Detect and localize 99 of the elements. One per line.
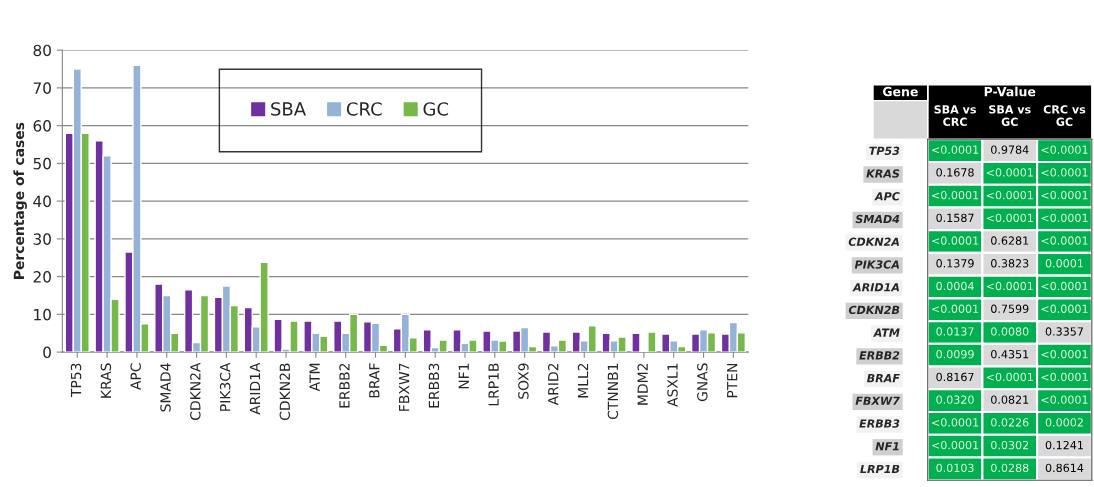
x-tick-label: SBA vs GC	[989, 105, 1031, 127]
text: 0.6281	[991, 236, 1029, 245]
y-tick-label: NF1	[875, 442, 899, 451]
text: <0.0001	[1041, 145, 1088, 154]
y-tick-label: 70	[33, 82, 51, 94]
text: 0.0320	[936, 395, 974, 404]
x-tick-label: ATM	[309, 363, 320, 392]
y-tick-label: 0	[43, 346, 51, 359]
y-tick-label: KRAS	[866, 169, 900, 178]
x-tick-label: APC	[130, 363, 141, 390]
x-tick-label: ARID1A	[249, 362, 261, 415]
legend-label: SBA	[271, 102, 306, 116]
x-tick-label: KRAS	[100, 363, 112, 398]
y-tick-label: ERBB3	[859, 419, 900, 428]
text: <0.0001	[932, 418, 979, 427]
y-tick-label: 60	[33, 120, 51, 132]
y-tick-label: 10	[34, 308, 51, 321]
text: 0.0226	[991, 418, 1029, 427]
text: 0.0099	[936, 350, 974, 359]
text: <0.0001	[1041, 304, 1088, 313]
text: 0.0302	[991, 440, 1029, 450]
text: <0.0001	[1041, 213, 1088, 223]
x-tick-label: FBXW7	[399, 363, 410, 411]
text: <0.0001	[1041, 350, 1088, 359]
x-tick-label: NF1	[458, 363, 469, 389]
y-tick-label: APC	[874, 192, 900, 201]
text: <0.0001	[1041, 395, 1088, 404]
chart-title: P-Value	[984, 86, 1036, 97]
text: 0.1379	[936, 259, 974, 268]
text: <0.0001	[932, 145, 979, 154]
x-tick-label: CDKN2B	[279, 363, 291, 420]
x-tick-label: ERBB2	[339, 363, 350, 408]
y-tick-label: TP53	[869, 146, 900, 156]
text: <0.0001	[1041, 372, 1088, 382]
y-tick-label: CDKN2B	[848, 305, 900, 315]
y-tick-label: CDKN2A	[848, 237, 900, 246]
text: <0.0001	[1041, 168, 1088, 177]
text: 0.1587	[936, 213, 974, 223]
y-tick-label: LRP1B	[860, 464, 900, 474]
y-tick-label: SMAD4	[855, 214, 900, 224]
y-tick-label: ERBB2	[859, 351, 900, 360]
x-tick-label: SBA vs CRC	[934, 105, 976, 127]
text: 0.8614	[1045, 463, 1084, 473]
text: <0.0001	[986, 372, 1033, 382]
y-tick-label: 80	[33, 44, 51, 57]
x-tick-label: ARID2	[547, 363, 559, 406]
text: 0.0288	[991, 463, 1029, 473]
text: 0.0001	[1045, 259, 1083, 268]
text: <0.0001	[986, 168, 1033, 177]
x-tick-label: LRP1B	[488, 363, 499, 406]
x-tick-label: GNAS	[697, 363, 708, 402]
x-tick-label: ERBB3	[428, 363, 440, 408]
text: 0.7599	[991, 304, 1029, 313]
text: 0.8167	[936, 372, 974, 382]
text: 0.0002	[1045, 418, 1083, 427]
text: 0.0821	[991, 395, 1029, 404]
text: 0.0004	[936, 281, 974, 291]
text: 0.1678	[936, 168, 974, 177]
text: <0.0001	[1041, 236, 1088, 245]
x-tick-label: CRC vs GC	[1043, 105, 1086, 127]
text: <0.0001	[932, 304, 979, 313]
legend-label: GC	[423, 102, 449, 116]
y-tick-label: 40	[33, 195, 51, 208]
x-tick-label: SOX9	[518, 363, 529, 399]
y-axis-title: Percentage of cases	[13, 122, 27, 279]
x-tick-label: TP53	[70, 363, 82, 398]
legend-label: CRC	[346, 102, 382, 116]
x-tick-label: CTNNB1	[607, 363, 619, 420]
x-tick-label: BRAF	[369, 363, 380, 398]
text: <0.0001	[1041, 281, 1088, 291]
text: 0.3823	[991, 259, 1029, 268]
y-tick-label: ARID1A	[852, 283, 900, 292]
text: 0.9784	[991, 145, 1029, 154]
text: <0.0001	[986, 190, 1033, 200]
text: <0.0001	[986, 213, 1033, 223]
text: 0.3357	[1045, 327, 1083, 336]
y-tick-label: PIK3CA	[854, 260, 900, 269]
text: <0.0001	[932, 236, 979, 245]
text: 0.0137	[936, 327, 974, 336]
text: 0.1241	[1045, 440, 1083, 450]
y-tick-label: 30	[33, 233, 51, 245]
y-tick-label: ATM	[873, 328, 900, 337]
text: 0.0103	[936, 463, 974, 473]
text: <0.0001	[1041, 190, 1088, 200]
x-tick-label: CDKN2A	[190, 362, 201, 420]
y-tick-label: 20	[33, 271, 51, 283]
x-tick-label: MLL2	[577, 363, 589, 398]
y-tick-label: 50	[33, 157, 51, 170]
text: <0.0001	[932, 440, 979, 450]
x-tick-label: MDM2	[637, 363, 648, 405]
x-tick-label: ASXL1	[667, 363, 678, 407]
x-tick-label: PIK3CA	[219, 362, 231, 411]
text: <0.0001	[932, 190, 979, 200]
text: <0.0001	[986, 281, 1033, 291]
x-tick-label: PTEN	[727, 363, 738, 398]
text: 0.4351	[991, 350, 1029, 359]
x-tick-label: SMAD4	[160, 363, 171, 412]
text: 0.0080	[991, 327, 1029, 336]
y-axis-title: Gene	[882, 86, 918, 97]
